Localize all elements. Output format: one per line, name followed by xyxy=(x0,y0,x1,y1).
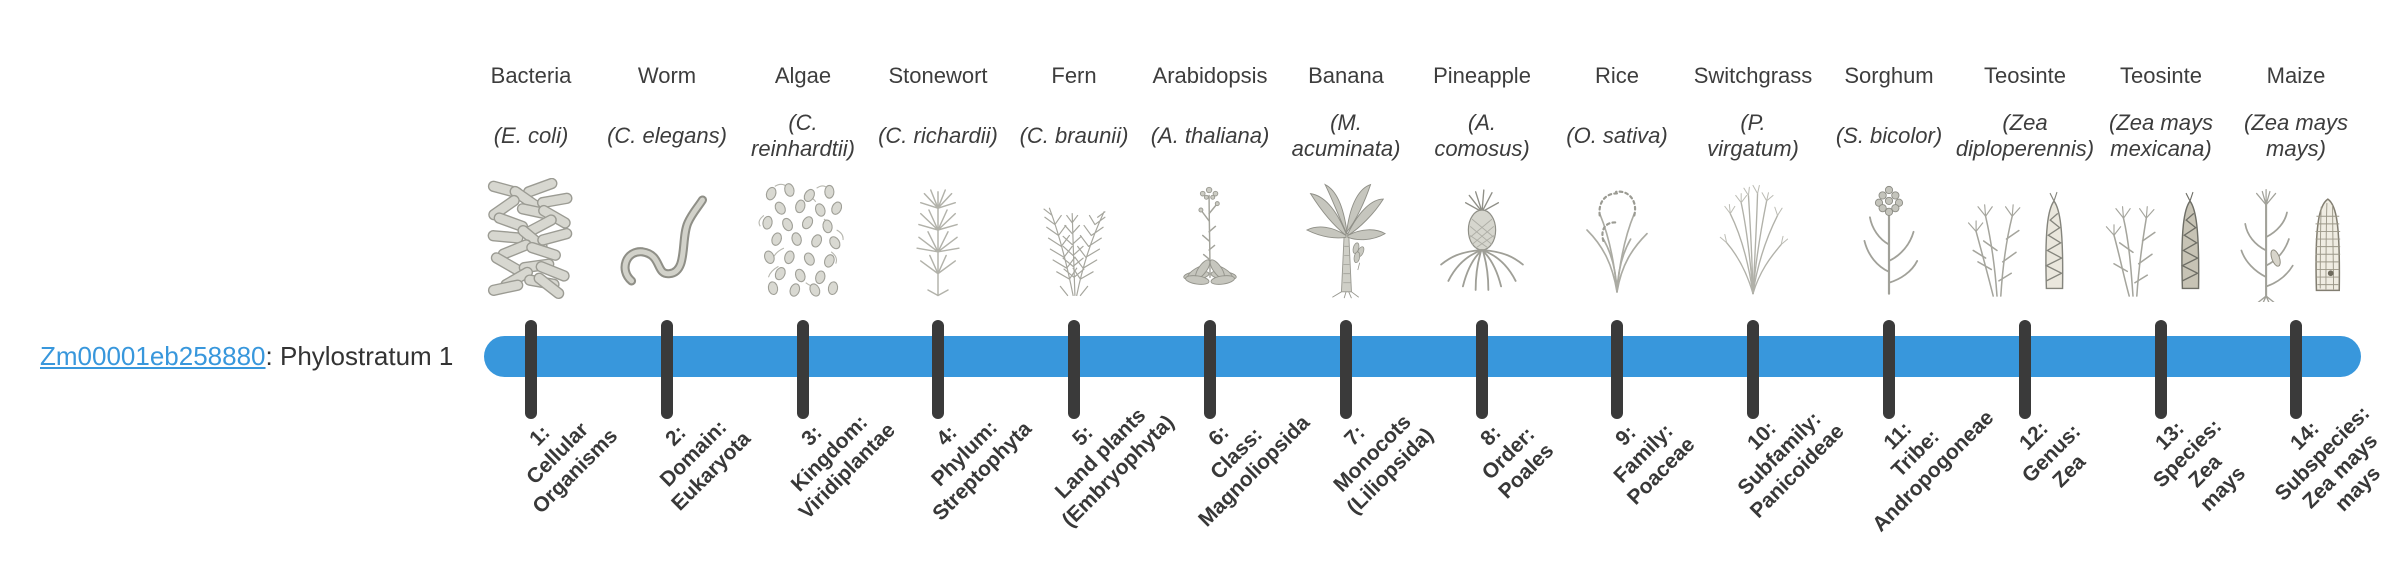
timeline-tick xyxy=(1476,320,1488,419)
organism-scientific-name: (O. sativa) xyxy=(1566,123,1668,148)
column-pineapple: Pineapple (A. comosus) 8: Orde xyxy=(1397,0,1567,580)
organism-name: Rice xyxy=(1594,63,1639,88)
timeline-tick xyxy=(932,320,944,419)
timeline-tick xyxy=(2290,320,2302,419)
teosinte-diploperennis-illustration xyxy=(1940,172,2110,302)
organism-name: Arabidopsis xyxy=(1152,63,1268,88)
maize-illustration xyxy=(2211,172,2381,302)
organism-scientific-name: (S. bicolor) xyxy=(1835,123,1943,148)
organism-scientific-name: (Zea mays mexicana) xyxy=(2109,110,2213,161)
organism-scientific-name: (E. coli) xyxy=(493,123,569,148)
organism-scientific-name: (M. acuminata) xyxy=(1291,110,1401,161)
timeline-tick xyxy=(1204,320,1216,419)
banana-illustration xyxy=(1261,172,1431,302)
organism-name: Teosinte xyxy=(2120,63,2202,88)
stonewort-illustration xyxy=(853,172,1023,302)
organism-name: Maize xyxy=(2266,63,2326,88)
organism-name: Algae xyxy=(774,63,832,88)
organism-name: Pineapple xyxy=(1433,63,1531,88)
timeline-tick xyxy=(1611,320,1623,419)
gene-id-link[interactable]: Zm00001eb258880 xyxy=(40,341,266,371)
timeline-tick xyxy=(1883,320,1895,419)
organism-name: Banana xyxy=(1308,63,1384,88)
sorghum-illustration xyxy=(1804,172,1974,302)
organism-name: Bacteria xyxy=(490,63,572,88)
gene-label: Zm00001eb258880: Phylostratum 1 xyxy=(40,341,453,371)
column-teosinte-diploperennis: Teosinte (Zea diploperennis) 12: Genus: … xyxy=(1940,0,2110,580)
teosinte-mexicana-illustration xyxy=(2076,172,2246,302)
switchgrass-illustration xyxy=(1668,172,1838,302)
organism-name: Worm xyxy=(637,63,697,88)
column-bacteria: Bacteria (E. coli) xyxy=(446,0,622,580)
timeline-tick xyxy=(797,320,809,419)
organism-name: Sorghum xyxy=(1844,63,1934,88)
timeline-tick xyxy=(661,320,673,419)
organism-scientific-name: (Zea diploperennis) xyxy=(1955,110,2095,161)
bacteria-illustration xyxy=(446,172,616,302)
organism-scientific-name: (C. elegans) xyxy=(607,123,727,148)
column-rice: Rice (O. sativa) 9: Family: xyxy=(1532,0,1702,580)
column-algae: Algae (C. reinhardtii) 3: Kingdom: Viri xyxy=(718,0,900,580)
organism-name: Stonewort xyxy=(888,63,988,88)
organism-scientific-name: (C. reinhardtii) xyxy=(751,110,855,161)
organism-name: Switchgrass xyxy=(1693,63,1813,88)
timeline-tick xyxy=(2019,320,2031,419)
organism-name: Teosinte xyxy=(1984,63,2066,88)
rice-illustration xyxy=(1532,172,1702,302)
organism-name: Fern xyxy=(1051,63,1097,88)
organism-scientific-name: (A. comosus) xyxy=(1434,110,1530,161)
timeline-tick xyxy=(1340,320,1352,419)
organism-scientific-name: (C. braunii) xyxy=(1019,123,1129,148)
column-sorghum: Sorghum (S. bicolor) 11: Tribe: Andropog… xyxy=(1804,0,1998,580)
organism-scientific-name: (A. thaliana) xyxy=(1150,123,1270,148)
column-worm: Worm (C. elegans) 2: Domain: Eukaryota xyxy=(582,0,755,580)
organism-scientific-name: (Zea mays mays) xyxy=(2244,110,2348,161)
fern-illustration xyxy=(989,172,1159,302)
algae-illustration xyxy=(718,172,888,302)
worm-illustration xyxy=(582,172,752,302)
timeline-tick xyxy=(525,320,537,419)
phylostratum-text: : Phylostratum 1 xyxy=(265,341,454,371)
organism-scientific-name: (C. richardii) xyxy=(878,123,998,148)
organism-scientific-name: (P. virgatum) xyxy=(1707,110,1799,161)
column-maize: Maize (Zea mays mays) xyxy=(2211,0,2385,580)
column-arabidopsis: Arabidopsis (A. thaliana) xyxy=(1125,0,1315,580)
column-fern: Fern (C. braunii) 5: Land plants (Embryo… xyxy=(989,0,1179,580)
timeline-tick xyxy=(2155,320,2167,419)
timeline-tick xyxy=(1068,320,1080,419)
pineapple-illustration xyxy=(1397,172,1567,302)
stratum-label: 14: Subspecies: Zea mays mays xyxy=(2270,401,2385,516)
column-stonewort: Stonewort (C. richardii) 4: Phylum: Stre… xyxy=(853,0,1036,580)
timeline-tick xyxy=(1747,320,1759,419)
column-banana: Banana (M. acuminata) xyxy=(1261,0,1438,580)
arabidopsis-illustration xyxy=(1125,172,1295,302)
column-teosinte-mexicana: Teosinte (Zea mays mexicana) 13: Species… xyxy=(2076,0,2250,580)
timeline-bar xyxy=(484,336,2361,377)
column-switchgrass: Switchgrass (P. virgatum) 10 xyxy=(1668,0,1849,580)
